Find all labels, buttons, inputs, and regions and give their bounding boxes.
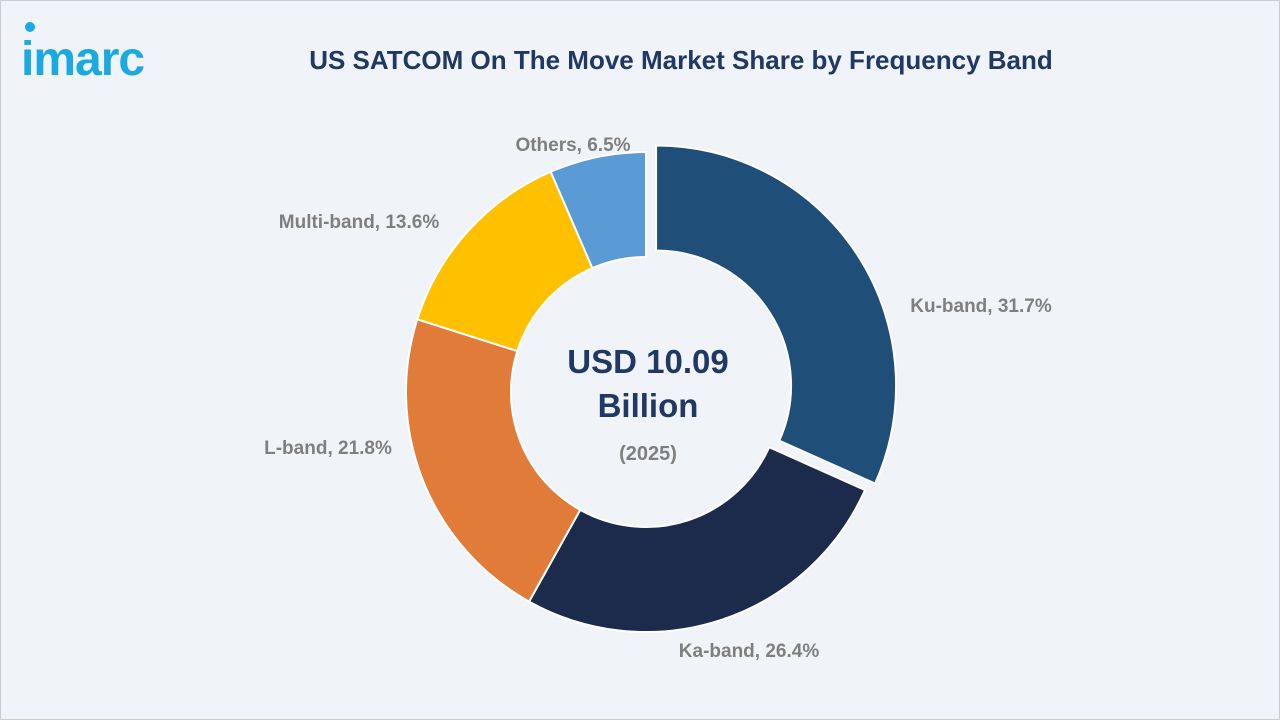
chart-title: US SATCOM On The Move Market Share by Fr… bbox=[309, 45, 1053, 75]
center-year: (2025) bbox=[619, 443, 677, 465]
center-total-line1: USD 10.09 bbox=[567, 343, 728, 380]
logo-text: imarc bbox=[21, 33, 144, 85]
slice-label-multi-band: Multi-band, 13.6% bbox=[279, 212, 440, 233]
imarc-logo: imarc bbox=[21, 22, 145, 85]
slice-label-l-band: L-band, 21.8% bbox=[264, 438, 392, 459]
slice-others bbox=[549, 150, 647, 270]
slice-ka-band bbox=[527, 445, 867, 633]
slice-label-others: Others, 6.5% bbox=[515, 135, 630, 156]
slice-ku-band bbox=[655, 144, 898, 485]
center-total: USD 10.09 Billion (2025) bbox=[567, 343, 728, 465]
center-total-line2: Billion bbox=[598, 387, 699, 424]
slice-label-ka-band: Ka-band, 26.4% bbox=[679, 641, 820, 662]
slice-labels: Ku-band, 31.7% Ka-band, 26.4% L-band, 21.8… bbox=[264, 135, 1052, 662]
slice-l-band bbox=[405, 318, 582, 603]
donut-slices bbox=[405, 144, 898, 633]
slice-label-ku-band: Ku-band, 31.7% bbox=[910, 296, 1052, 317]
logo-dot bbox=[25, 22, 35, 32]
